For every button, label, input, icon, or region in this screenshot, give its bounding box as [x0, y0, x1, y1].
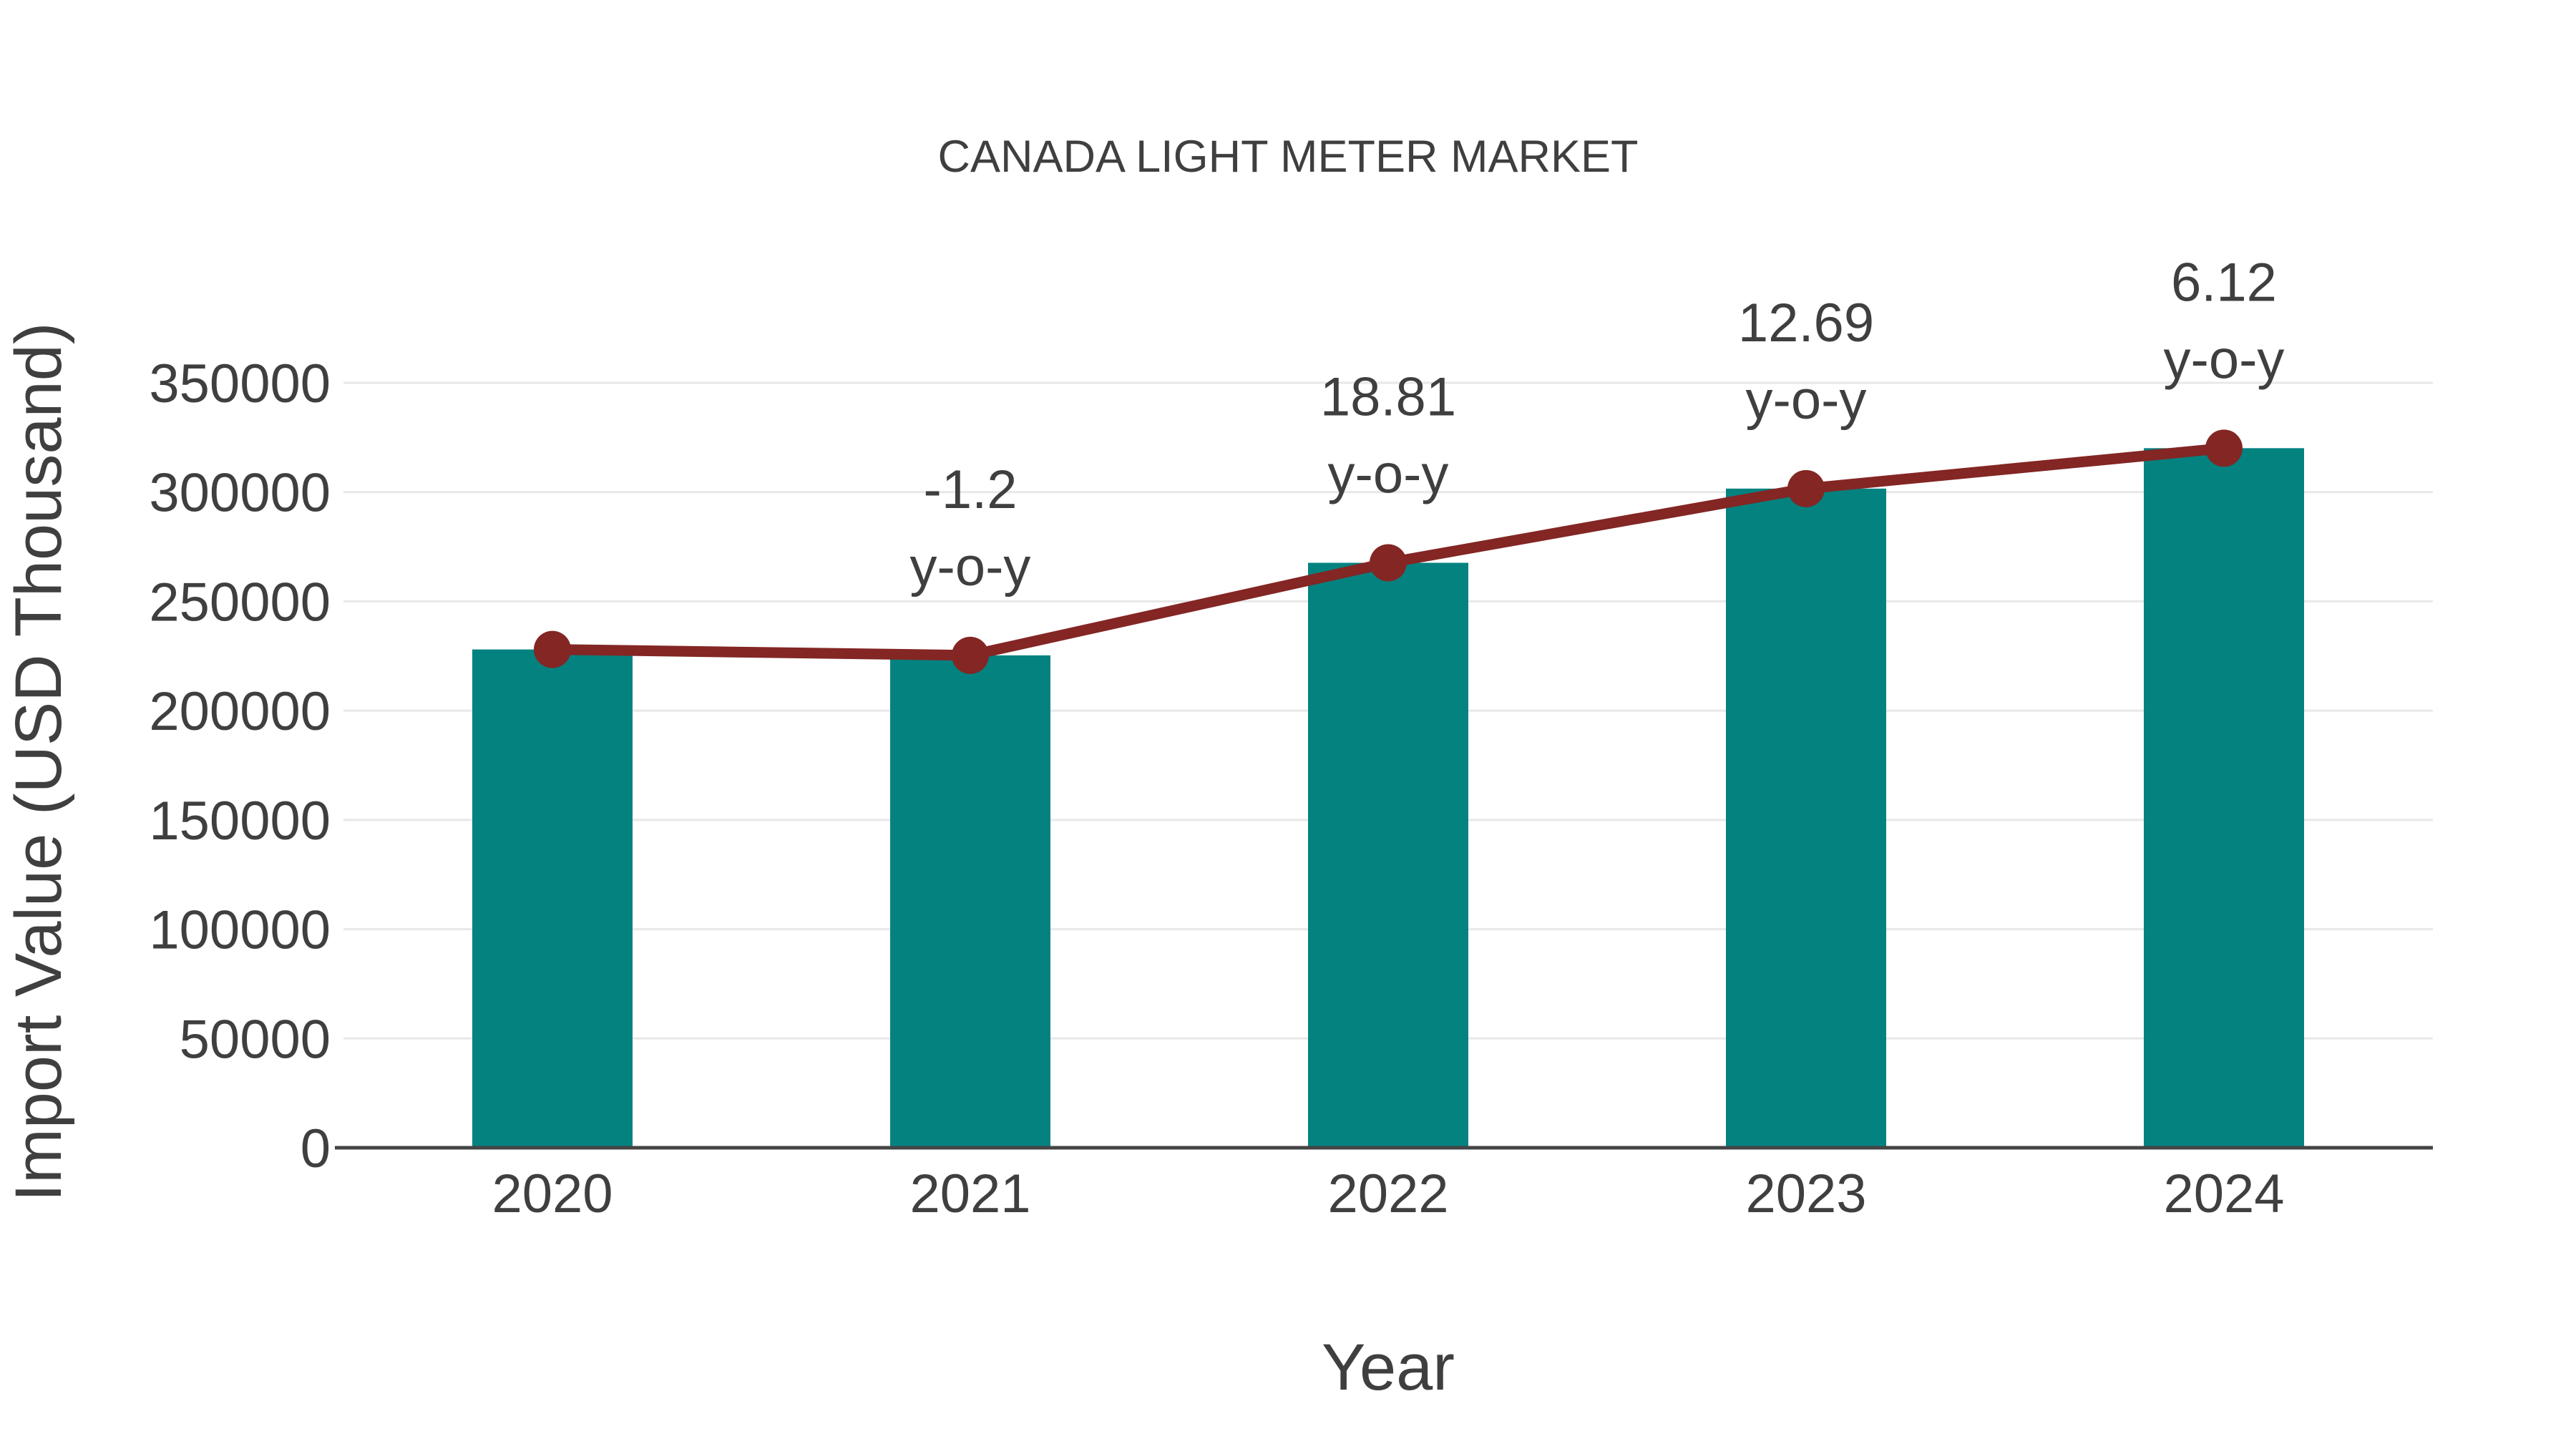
yoy-marker-2020	[534, 630, 571, 668]
yoy-word-label-2024: y-o-y	[2164, 329, 2285, 390]
bar-2022	[1308, 562, 1468, 1148]
bar-2020	[472, 649, 633, 1148]
x-tick-label-2023: 2023	[1745, 1163, 1866, 1224]
yoy-word-label-2022: y-o-y	[1328, 444, 1449, 505]
yoy-value-label-2022: 18.81	[1320, 367, 1456, 428]
y-tick-label-100000: 100000	[149, 900, 331, 961]
yoy-value-label-2021: -1.2	[924, 459, 1018, 520]
x-tick-label-2024: 2024	[2163, 1163, 2284, 1224]
bar-2023	[1726, 488, 1886, 1148]
y-tick-label-300000: 300000	[149, 463, 331, 524]
y-tick-label-350000: 350000	[149, 353, 331, 414]
x-axis-title: Year	[1322, 1331, 1455, 1404]
y-tick-label-250000: 250000	[149, 572, 331, 633]
x-tick-label-2020: 2020	[492, 1163, 613, 1224]
yoy-marker-2022	[1370, 544, 1407, 582]
x-tick-label-2022: 2022	[1327, 1163, 1448, 1224]
yoy-value-label-2024: 6.12	[2171, 252, 2277, 313]
y-tick-label-200000: 200000	[149, 681, 331, 742]
bar-2021	[890, 655, 1050, 1148]
y-tick-label-0: 0	[301, 1118, 331, 1179]
plot-area: 0 50000 100000 150000 200000 250000 300000 3500…	[149, 252, 2433, 1224]
yoy-marker-2023	[1787, 469, 1825, 507]
yoy-word-label-2021: y-o-y	[910, 537, 1031, 597]
bar-2024	[2144, 448, 2304, 1148]
yoy-value-label-2023: 12.69	[1738, 293, 1874, 353]
yoy-marker-2024	[2205, 429, 2243, 467]
y-axis-title: Import Value (USD Thousand)	[2, 323, 75, 1202]
y-tick-label-50000: 50000	[180, 1009, 331, 1070]
y-tick-label-150000: 150000	[149, 791, 331, 852]
chart-title: CANADA LIGHT METER MARKET	[938, 132, 1639, 182]
yoy-word-label-2023: y-o-y	[1746, 370, 1867, 431]
x-tick-label-2021: 2021	[909, 1163, 1030, 1224]
yoy-marker-2021	[952, 636, 989, 674]
